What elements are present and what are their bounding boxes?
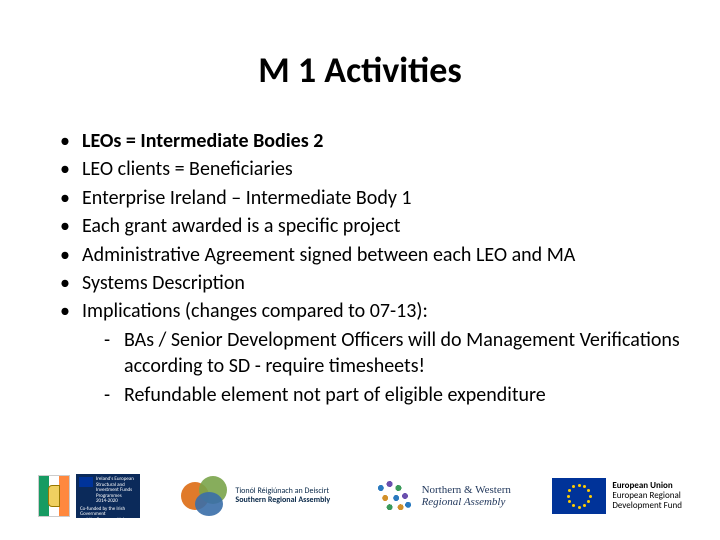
eu-erdf-text: European Union European Regional Develop… [612,481,682,511]
sra-text: Tionól Réigiúnach an Deiscirt Southern R… [235,487,330,505]
ireland-esif-logo: Ireland's European Structural and Invest… [38,472,140,520]
slide-title: M 1 Activities [0,48,720,92]
bullet-text: Each grant awarded is a specific project [82,214,400,238]
bullet-item: Enterprise Ireland – Intermediate Body 1 [56,185,680,211]
sub-bullet-item: Refundable element not part of eligible … [82,382,680,408]
bullet-item: LEO clients = Beneficiaries [56,156,680,182]
sra-mark-icon [181,476,229,516]
bullet-text: Systems Description [82,271,245,295]
bullet-text: Enterprise Ireland – Intermediate Body 1 [82,186,412,210]
eu-flag-icon [552,478,606,514]
bullet-item: Administrative Agreement signed between … [56,242,680,268]
eu-erdf-logo: European Union European Regional Develop… [552,472,682,520]
nwra-mark-icon [372,476,416,516]
northern-western-regional-assembly-logo: Northern & Western Regional Assembly [372,472,511,520]
bullet-item: Each grant awarded is a specific project [56,213,680,239]
esif-panel: Ireland's European Structural and Invest… [76,474,140,518]
sub-bullet-item: BAs / Senior Development Officers will d… [82,327,680,380]
bullet-text: LEOs = Intermediate Bodies 2 [82,129,323,153]
ireland-flag-icon [38,475,70,517]
bullet-item: Systems Description [56,270,680,296]
bullet-list: LEOs = Intermediate Bodies 2 LEO clients … [56,128,680,408]
bullet-item: Implications (changes compared to 07-13)… [56,298,680,408]
sub-bullet-list: BAs / Senior Development Officers will d… [82,327,680,408]
slide-body: LEOs = Intermediate Bodies 2 LEO clients … [56,128,680,410]
bullet-text: LEO clients = Beneficiaries [82,157,293,181]
bullet-item: LEOs = Intermediate Bodies 2 [56,128,680,154]
esif-text: Ireland's European Structural and Invest… [96,477,136,505]
esif-cofund-text: Co-funded by the Irish Government and th… [80,507,136,524]
footer-logo-strip: Ireland's European Structural and Invest… [38,468,682,524]
southern-regional-assembly-logo: Tionól Réigiúnach an Deiscirt Southern R… [181,472,330,520]
bullet-text: Administrative Agreement signed between … [82,243,575,267]
bullet-text: Implications (changes compared to 07-13)… [82,299,428,323]
nwra-text: Northern & Western Regional Assembly [422,484,511,508]
slide: M 1 Activities LEOs = Intermediate Bodie… [0,0,720,540]
